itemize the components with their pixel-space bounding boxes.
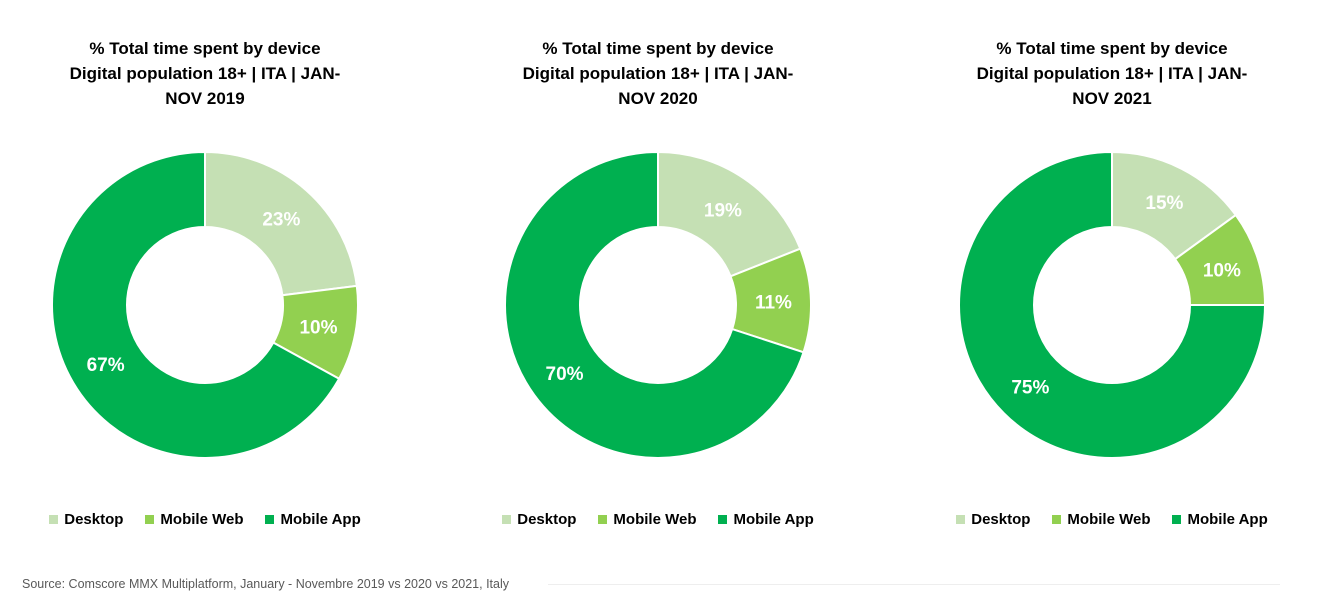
legend-item-mobile-web: Mobile Web <box>598 511 696 528</box>
slice-mobile-app <box>958 150 1267 459</box>
legend-label: Mobile App <box>280 511 361 528</box>
legend-label: Desktop <box>64 511 124 528</box>
legend: Desktop Mobile Web Mobile App <box>907 511 1317 528</box>
legend-item-mobile-app: Mobile App <box>718 511 814 528</box>
divider <box>548 584 1280 585</box>
legend-swatch <box>265 515 275 524</box>
legend-swatch <box>1172 515 1182 524</box>
legend-item-mobile-web: Mobile Web <box>1052 511 1150 528</box>
legend-label: Mobile App <box>733 511 814 528</box>
title-line: % Total time spent by device <box>996 39 1228 58</box>
legend-swatch <box>49 515 59 524</box>
slice-mobile-app <box>504 150 805 459</box>
legend-label: Mobile Web <box>160 511 244 528</box>
title-line: % Total time spent by device <box>89 39 321 58</box>
title-line: % Total time spent by device <box>542 39 774 58</box>
data-label: 10% <box>299 318 337 339</box>
slice-desktop <box>657 150 802 278</box>
chart-panel-2020: % Total time spent by device Digital pop… <box>453 0 863 560</box>
legend-swatch <box>598 515 608 524</box>
data-label: 15% <box>1145 193 1183 214</box>
legend-item-desktop: Desktop <box>49 511 123 528</box>
legend-swatch <box>502 515 512 524</box>
data-label: 70% <box>546 364 584 385</box>
title-line: Digital population 18+ | ITA | JAN- <box>976 64 1248 83</box>
title-line: Digital population 18+ | ITA | JAN- <box>69 64 341 83</box>
chart-panel-2021: % Total time spent by device Digital pop… <box>907 0 1317 560</box>
data-label: 10% <box>1203 260 1241 281</box>
legend-label: Desktop <box>517 511 577 528</box>
legend-label: Desktop <box>971 511 1031 528</box>
title-line: NOV 2020 <box>618 89 698 108</box>
data-label: 23% <box>262 209 300 230</box>
title-line: NOV 2019 <box>165 89 245 108</box>
donut-chart: 19% 11% 70% <box>504 150 812 459</box>
donut-chart: 15% 10% 75% <box>958 150 1267 459</box>
legend-swatch <box>956 515 966 524</box>
legend: Desktop Mobile Web Mobile App <box>453 511 863 528</box>
source-note: Source: Comscore MMX Multiplatform, Janu… <box>22 577 510 591</box>
chart-title: % Total time spent by device Digital pop… <box>0 36 410 111</box>
legend-item-desktop: Desktop <box>956 511 1030 528</box>
donut-chart: 23% 10% 67% <box>51 150 359 459</box>
legend-swatch <box>145 515 155 524</box>
chart-panel-2019: % Total time spent by device Digital pop… <box>0 0 410 560</box>
legend-swatch <box>718 515 728 524</box>
legend-swatch <box>1052 515 1062 524</box>
slice-desktop <box>204 150 358 297</box>
legend-item-mobile-web: Mobile Web <box>145 511 243 528</box>
title-line: NOV 2021 <box>1072 89 1152 108</box>
legend-label: Mobile Web <box>1067 511 1151 528</box>
legend-label: Mobile App <box>1187 511 1268 528</box>
slice-mobile-app <box>51 150 341 459</box>
data-label: 75% <box>1011 378 1049 399</box>
legend-item-desktop: Desktop <box>502 511 576 528</box>
legend-item-mobile-app: Mobile App <box>265 511 361 528</box>
legend-item-mobile-app: Mobile App <box>1172 511 1268 528</box>
title-line: Digital population 18+ | ITA | JAN- <box>522 64 794 83</box>
chart-title: % Total time spent by device Digital pop… <box>907 36 1317 111</box>
data-label: 19% <box>704 200 742 221</box>
legend: Desktop Mobile Web Mobile App <box>0 511 410 528</box>
chart-title: % Total time spent by device Digital pop… <box>453 36 863 111</box>
data-label: 67% <box>87 355 125 376</box>
legend-label: Mobile Web <box>613 511 697 528</box>
data-label: 11% <box>755 292 792 313</box>
